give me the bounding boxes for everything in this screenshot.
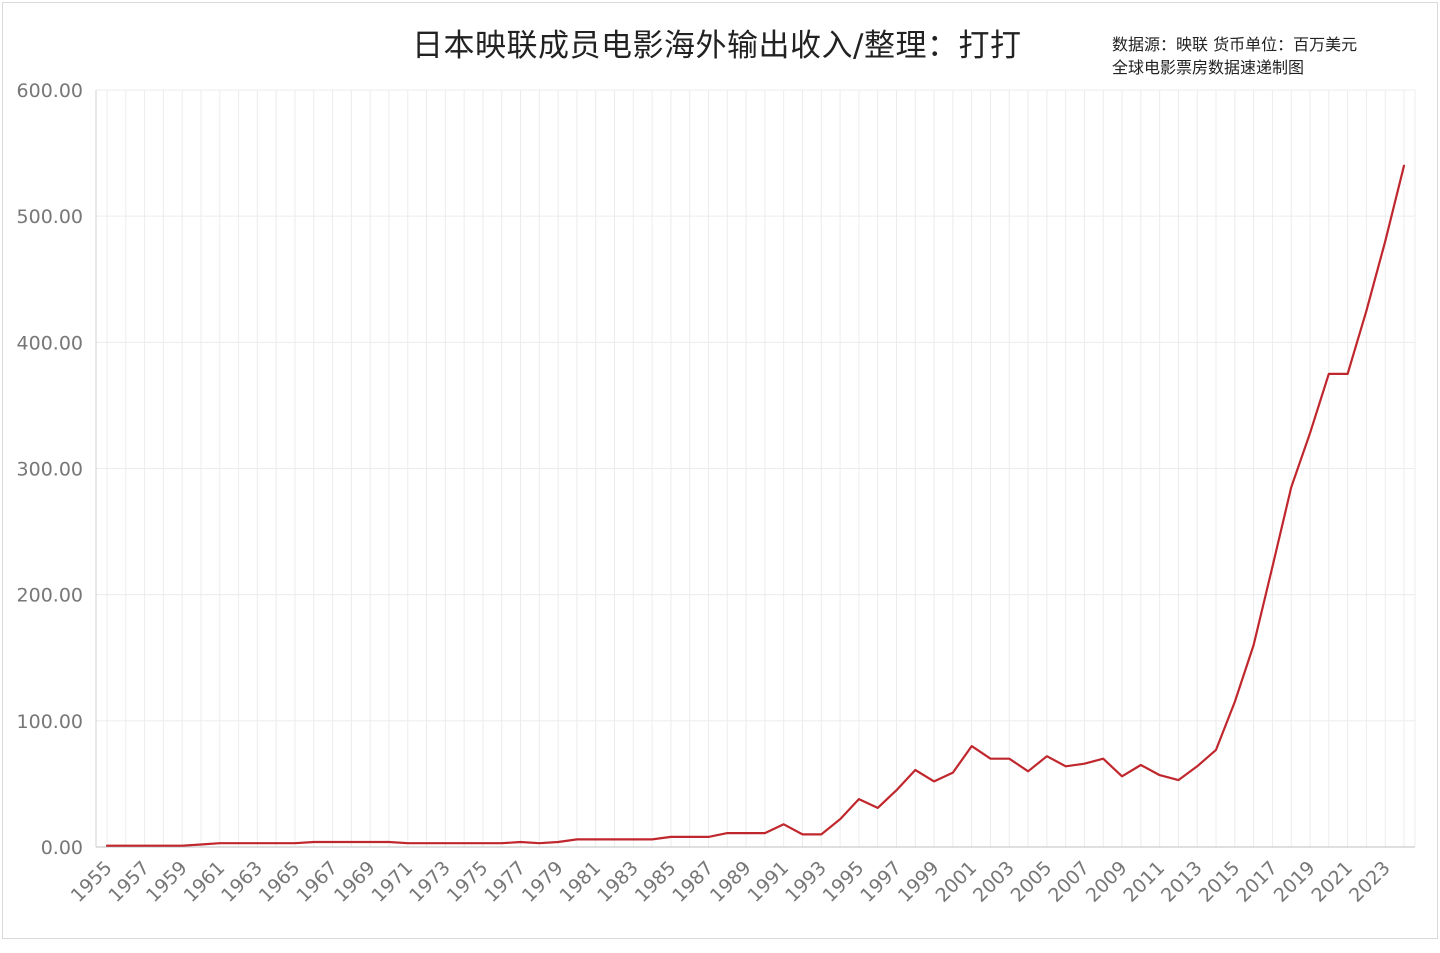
x-tick-label: 1969 [330,857,380,907]
x-tick-label: 1975 [443,857,493,907]
x-tick-label: 2011 [1119,857,1169,907]
x-tick-label: 1959 [142,857,192,907]
x-axis-ticks: 1955195719591961196319651967196919711973… [67,857,1395,907]
y-tick-label: 500.00 [17,206,83,228]
x-tick-label: 1995 [819,857,869,907]
x-tick-label: 2007 [1044,857,1094,907]
x-tick-label: 1985 [631,857,681,907]
x-tick-label: 2013 [1157,857,1207,907]
x-tick-label: 2019 [1270,857,1320,907]
x-tick-label: 2023 [1345,857,1395,907]
x-tick-label: 1957 [104,857,154,907]
x-tick-label: 2015 [1195,857,1245,907]
x-tick-label: 2005 [1007,857,1057,907]
x-tick-label: 1971 [368,857,418,907]
x-tick-label: 1967 [292,857,342,907]
y-tick-label: 0.00 [41,837,83,859]
x-tick-label: 1977 [480,857,530,907]
x-tick-label: 2001 [931,857,981,907]
x-tick-label: 2003 [969,857,1019,907]
y-tick-label: 600.00 [17,80,83,102]
series-line [105,164,1406,847]
x-tick-label: 1973 [405,857,455,907]
chart-source-note: 数据源：映联 货币单位：百万美元 全球电影票房数据速递制图 [1112,33,1357,79]
x-tick-label: 1987 [668,857,718,907]
x-tick-label: 1981 [556,857,606,907]
y-tick-label: 400.00 [17,332,83,354]
x-tick-label: 1961 [180,857,230,907]
y-tick-label: 100.00 [17,711,83,733]
y-tick-label: 300.00 [17,459,83,481]
x-tick-label: 1983 [593,857,643,907]
x-tick-label: 2017 [1232,857,1282,907]
x-tick-label: 1993 [781,857,831,907]
source-line-2: 全球电影票房数据速递制图 [1112,58,1305,77]
gridlines [96,89,1416,848]
x-tick-label: 1979 [518,857,568,907]
x-tick-label: 1955 [67,857,117,907]
x-tick-label: 1965 [255,857,305,907]
y-tick-label: 200.00 [17,585,83,607]
x-tick-label: 2009 [1082,857,1132,907]
chart-title: 日本映联成员电影海外输出收入/整理：打打 [412,28,1022,64]
x-tick-label: 1997 [856,857,906,907]
y-axis-ticks: 0.00 100.00 200.00 300.00 400.00 500.00 600.00 [17,80,83,859]
x-tick-label: 1991 [743,857,793,907]
source-line-1: 数据源：映联 货币单位：百万美元 [1112,35,1358,54]
x-tick-label: 1989 [706,857,756,907]
x-tick-label: 2021 [1307,857,1357,907]
series-layer [105,164,1406,847]
x-tick-label: 1999 [894,857,944,907]
x-tick-label: 1963 [217,857,267,907]
